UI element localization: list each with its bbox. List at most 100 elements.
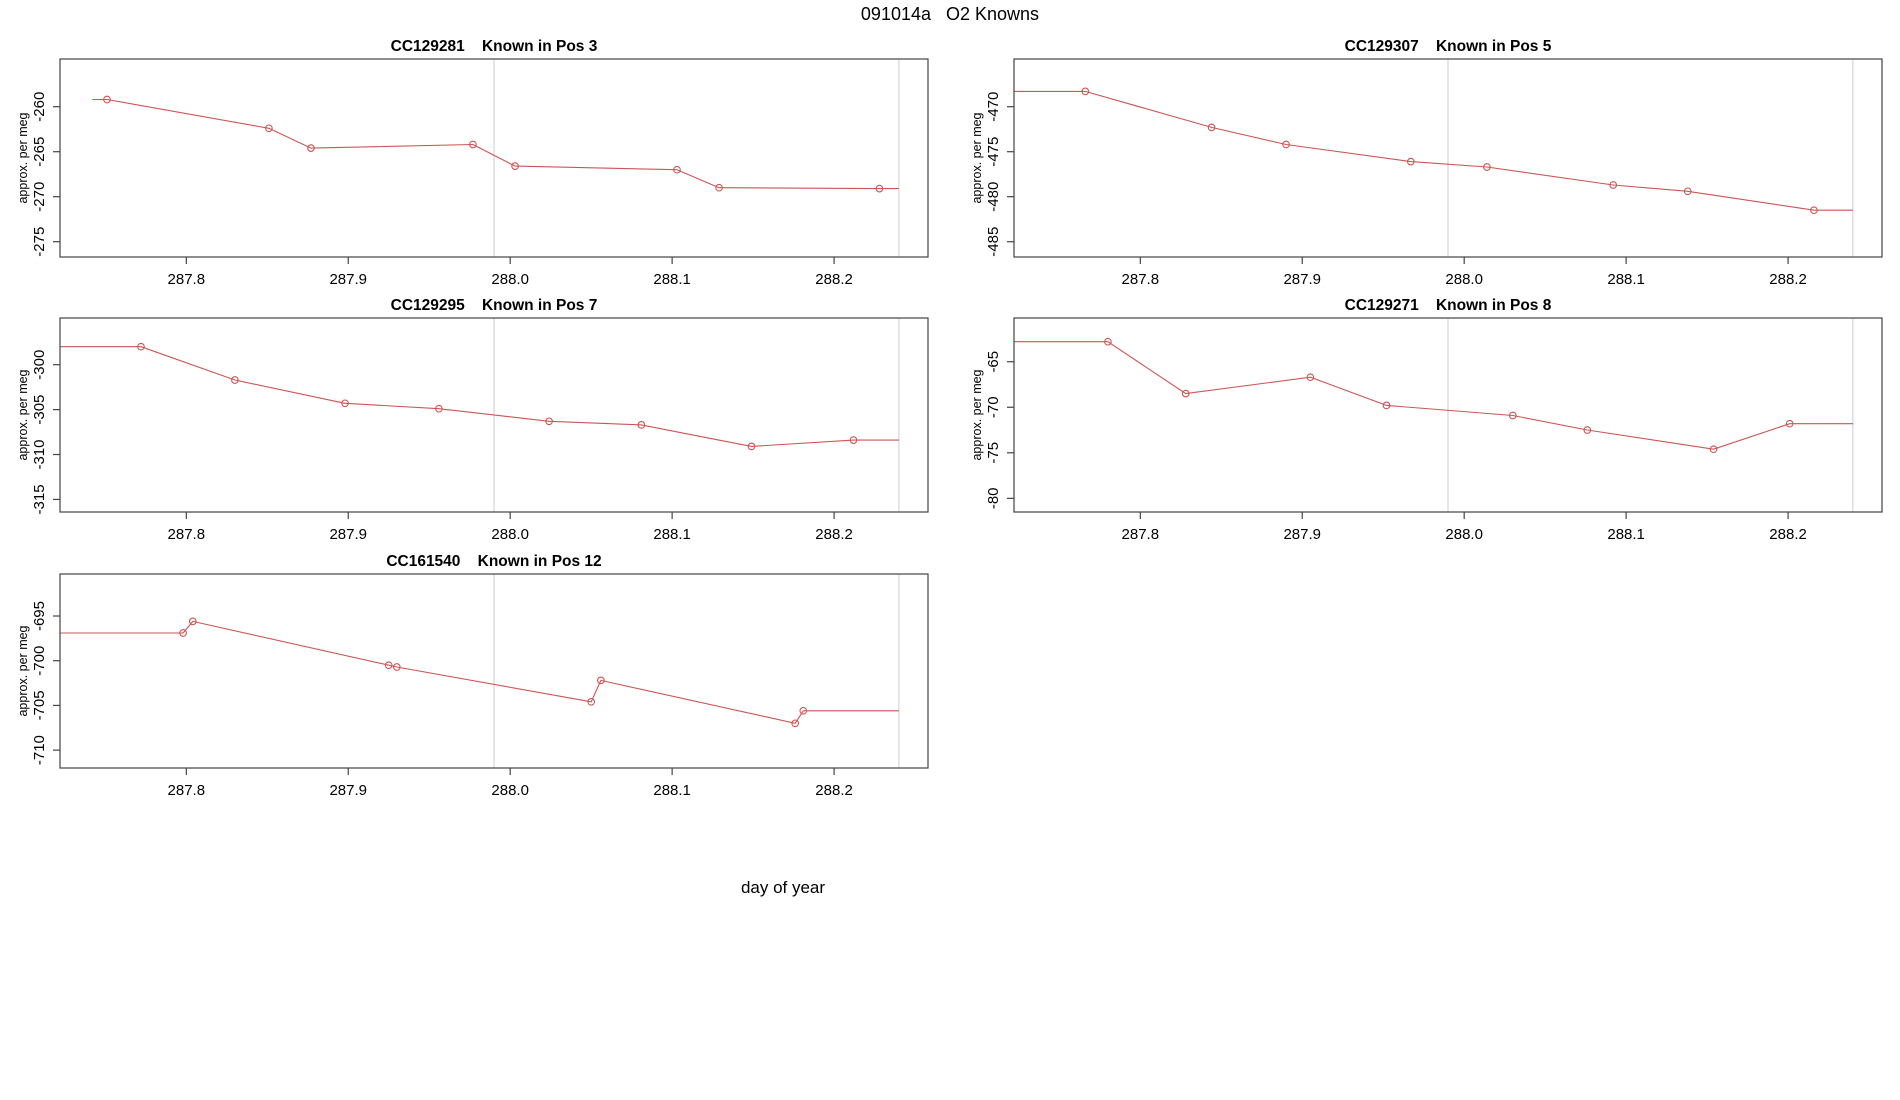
- x-tick-label: 287.9: [329, 782, 367, 799]
- y-axis-label: approx. per meg: [970, 112, 984, 203]
- x-tick-label: 288.0: [1445, 271, 1483, 288]
- data-point: [1207, 123, 1216, 132]
- data-point: [1081, 87, 1090, 96]
- data-point: [1508, 411, 1517, 420]
- data-point: [715, 183, 723, 192]
- x-tick-label: 288.0: [491, 526, 529, 543]
- data-point: [1104, 337, 1112, 346]
- plot-box: [1013, 317, 1883, 513]
- data-point: [179, 629, 187, 637]
- data-point: [1306, 373, 1315, 382]
- y-tick-label: -260: [31, 92, 48, 122]
- series-line: [1014, 341, 1853, 450]
- x-tick-label: 288.1: [653, 782, 691, 799]
- plot-title: CC129281 Known in Pos 3: [391, 38, 598, 55]
- x-tick-label: 288.1: [653, 271, 691, 288]
- plot-panel: 287.8 287.9 288.0 288.1 288.2 -300 -305 -310 -31…: [16, 297, 929, 543]
- x-tick-label: 287.9: [329, 526, 367, 543]
- y-tick-label: -275: [31, 227, 48, 257]
- y-tick-label: -70: [985, 396, 1002, 418]
- x-tick-label: 288.0: [1445, 526, 1483, 543]
- data-point: [545, 417, 553, 426]
- figure-main-title: 091014a O2 Knowns: [860, 4, 1040, 24]
- data-point: [265, 124, 273, 133]
- data-point: [435, 404, 443, 413]
- plot-panel: 287.8 287.9 288.0 288.1 288.2 -260 -265 -270 -27…: [16, 38, 929, 288]
- y-tick-label: -315: [31, 484, 48, 514]
- series-line: [92, 98, 899, 190]
- x-tick-label: 288.1: [1607, 526, 1645, 543]
- data-point: [307, 144, 315, 152]
- x-tick-label: 287.8: [1122, 271, 1160, 288]
- plot-box: [59, 58, 929, 258]
- plot-panel: 287.8 287.9 288.0 288.1 288.2 -470 -475 -480 -48…: [970, 38, 1883, 288]
- series-line: [1014, 90, 1853, 211]
- x-tick-label: 288.2: [1769, 271, 1807, 288]
- data-point: [231, 376, 239, 384]
- data-point: [1810, 206, 1818, 215]
- plot-box: [1013, 58, 1883, 258]
- data-point: [341, 399, 349, 408]
- data-point: [875, 184, 884, 193]
- data-point: [673, 165, 681, 174]
- y-axis-label: approx. per meg: [16, 625, 30, 716]
- y-tick-label: -300: [31, 350, 48, 380]
- y-tick-label: -305: [31, 395, 48, 425]
- series-line: [60, 346, 899, 447]
- x-tick-label: 288.2: [815, 271, 853, 288]
- data-point: [799, 706, 808, 715]
- data-point: [1181, 389, 1190, 398]
- y-tick-label: -470: [985, 92, 1002, 122]
- x-tick-label: 287.9: [329, 271, 367, 288]
- x-tick-label: 287.8: [168, 782, 206, 799]
- x-tick-label: 288.2: [815, 526, 853, 543]
- data-point: [637, 421, 646, 429]
- data-point: [188, 617, 197, 626]
- y-tick-label: -75: [985, 442, 1002, 464]
- data-point: [469, 140, 477, 149]
- data-point: [791, 719, 800, 728]
- data-point: [1709, 445, 1718, 454]
- data-point: [384, 661, 393, 670]
- y-tick-label: -270: [31, 182, 48, 212]
- y-tick-label: -485: [985, 227, 1002, 257]
- data-point: [747, 442, 756, 451]
- plot-panel: 287.8 287.9 288.0 288.1 288.2 -65 -70 -75 -80 app…: [970, 297, 1883, 543]
- x-tick-label: 287.8: [168, 271, 206, 288]
- x-tick-label: 288.2: [815, 782, 853, 799]
- x-axis-outer-label: day of year: [740, 878, 826, 897]
- data-point: [1785, 419, 1794, 428]
- data-point: [1609, 181, 1618, 189]
- y-tick-label: -695: [31, 601, 48, 631]
- y-tick-label: -265: [31, 137, 48, 167]
- data-point: [137, 342, 145, 351]
- x-tick-label: 288.0: [491, 271, 529, 288]
- plot-title: CC129307 Known in Pos 5: [1345, 38, 1552, 55]
- plot-title: CC129271 Known in Pos 8: [1345, 297, 1552, 314]
- x-tick-label: 287.9: [1283, 526, 1321, 543]
- data-point: [1683, 187, 1692, 196]
- y-axis-label: approx. per meg: [16, 369, 30, 460]
- x-tick-label: 288.0: [491, 782, 529, 799]
- data-point: [849, 436, 858, 444]
- data-point: [1406, 157, 1415, 166]
- series-line: [60, 620, 899, 724]
- y-tick-label: -65: [985, 351, 1002, 373]
- y-tick-label: -705: [31, 690, 48, 720]
- plot-title: CC129295 Known in Pos 7: [391, 297, 598, 314]
- plot-box: [59, 573, 929, 769]
- data-point: [1583, 426, 1592, 434]
- y-tick-label: -310: [31, 440, 48, 470]
- data-point: [587, 697, 596, 706]
- x-tick-label: 287.9: [1283, 271, 1321, 288]
- y-axis-label: approx. per meg: [970, 369, 984, 460]
- x-tick-label: 288.2: [1769, 526, 1807, 543]
- x-tick-label: 287.8: [1122, 526, 1160, 543]
- y-tick-label: -475: [985, 137, 1002, 167]
- data-point: [597, 676, 605, 685]
- x-tick-label: 288.1: [653, 526, 691, 543]
- data-point: [103, 95, 111, 104]
- plot-box: [59, 317, 929, 513]
